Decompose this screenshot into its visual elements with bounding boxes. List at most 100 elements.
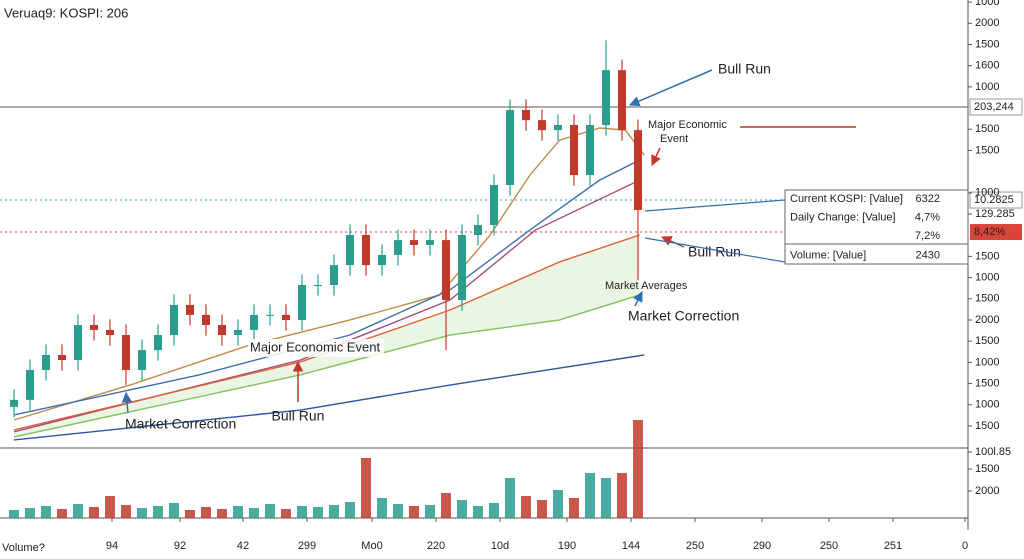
volume-bar: [585, 473, 595, 518]
candle-body: [234, 329, 242, 336]
volume-bar: [153, 506, 163, 518]
y-tick-label: 1000: [975, 187, 999, 199]
volume-bar: [601, 478, 611, 518]
price-label: 203,244: [974, 101, 1014, 113]
candle-body: [250, 314, 258, 330]
volume-bar: [489, 503, 499, 518]
annotation: Bull Run: [718, 61, 771, 77]
volume-bar: [505, 478, 515, 518]
annotation: Major Economic: [648, 119, 727, 131]
volume-tick-label: 2000: [975, 485, 999, 497]
chart-title: Veruaq9: KOSPI: 206: [4, 5, 128, 20]
volume-bar: [361, 458, 371, 518]
y-tick-label: 1000: [975, 0, 999, 8]
x-tick-label: 94: [106, 540, 118, 552]
x-tick-label: Mo0: [361, 540, 382, 552]
candle-body: [154, 335, 162, 351]
candle-body: [394, 240, 402, 255]
volume-bar: [313, 507, 323, 518]
connector: [644, 199, 786, 212]
volume-bar: [265, 504, 275, 518]
x-tick-label: 144: [622, 540, 640, 552]
moving-average: [13, 354, 645, 441]
candle-body: [10, 399, 18, 407]
volume-bar: [41, 506, 51, 518]
candle-body: [474, 225, 482, 236]
candle-body: [106, 329, 114, 336]
y-tick-label: 1500: [975, 38, 999, 50]
price-label: 10.2825: [974, 194, 1014, 206]
volume-bar: [137, 508, 147, 518]
volume-bar: [297, 506, 307, 518]
y-tick-label: 1500: [975, 144, 999, 156]
y-tick-label: 1500: [975, 335, 999, 347]
volume-bar: [521, 496, 531, 518]
moving-average: [13, 234, 640, 431]
x-tick-label: 299: [298, 540, 316, 552]
candle-body: [538, 120, 546, 131]
volume-bar: [249, 508, 259, 518]
volume-bar: [185, 510, 195, 518]
volume-bar: [345, 502, 355, 518]
candle-body: [90, 325, 98, 330]
volume-bar: [473, 506, 483, 518]
annotation-arrow: [121, 391, 133, 414]
volume-bar: [537, 500, 547, 518]
info-value: 7,2%: [915, 230, 940, 242]
y-tick-label: 1600: [975, 60, 999, 72]
y-tick-label: 2000: [975, 17, 999, 29]
candle-body: [26, 369, 34, 400]
candle-body: [458, 235, 466, 301]
candle-body: [490, 184, 498, 226]
volume-bar: [201, 507, 211, 518]
y-tick-label: 129.285: [975, 208, 1015, 220]
y-tick-label: 1500: [975, 123, 999, 135]
x-tick-label: 250: [686, 540, 704, 552]
x-tick-label: 92: [174, 540, 186, 552]
price-label-box: [969, 191, 1023, 209]
volume-bar: [393, 504, 403, 518]
x-tick-label: 10d: [491, 540, 509, 552]
candle-body: [362, 235, 370, 266]
candle-body: [378, 254, 386, 266]
candle-body: [218, 325, 226, 336]
volume-bar: [633, 420, 643, 518]
candle-body: [186, 304, 194, 315]
info-label: Volume: [Value]: [790, 249, 866, 261]
candle-body: [202, 314, 210, 326]
candle-body: [330, 265, 338, 286]
y-tick-label: 1000: [975, 272, 999, 284]
candle-body: [410, 240, 418, 245]
y-tick-label: 1000: [975, 81, 999, 93]
y-tick-label: 1500: [975, 250, 999, 262]
y-tick-label: 1000: [975, 399, 999, 411]
volume-bar: [329, 505, 339, 518]
candle-body: [346, 235, 354, 266]
y-tick-label: 1500: [975, 377, 999, 389]
volume-bar: [457, 500, 467, 518]
volume-bar: [9, 510, 19, 518]
candle-body: [634, 130, 642, 210]
volume-bar: [281, 509, 291, 518]
moving-average: [13, 127, 645, 421]
volume-bar: [569, 498, 579, 518]
candle-body: [554, 125, 562, 131]
price-label-box: [970, 224, 1022, 241]
price-label: 8,42%: [974, 226, 1005, 238]
info-label: Daily Change: [Value]: [790, 211, 896, 223]
volume-bar: [217, 509, 227, 518]
info-box: [784, 189, 969, 265]
annotation: Major Economic Event: [250, 339, 380, 354]
annotation-arrow: [661, 236, 685, 248]
candle-body: [266, 314, 274, 316]
volume-bar: [25, 508, 35, 518]
volume-bar: [73, 504, 83, 518]
candle-body: [282, 314, 290, 320]
x-tick-label: 290: [753, 540, 771, 552]
candle-body: [122, 335, 130, 370]
volume-bar: [409, 506, 419, 518]
volume-bar: [233, 506, 243, 518]
volume-bar: [169, 503, 179, 518]
candle-body: [442, 240, 450, 301]
